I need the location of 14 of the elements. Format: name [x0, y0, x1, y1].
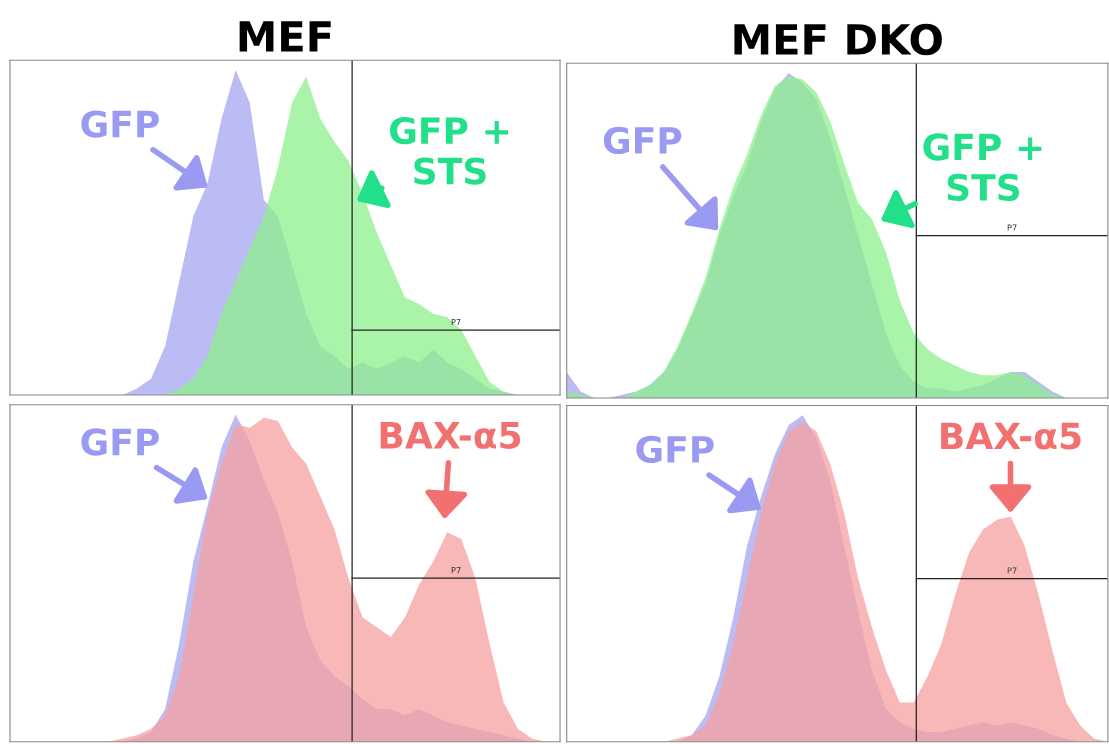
annotation: GFP [636, 435, 714, 464]
ref-line-label: P7 [1007, 567, 1017, 574]
chart-title: MEF [239, 21, 331, 52]
ref-line-label: P7 [451, 567, 461, 574]
annotation: BAX-α5 [380, 422, 521, 449]
annotation: GFP [603, 126, 682, 155]
annotation: GFP + STS [390, 116, 508, 185]
annotation: GFP [81, 428, 159, 456]
annotation: GFP [81, 110, 159, 138]
ref-line-label: P7 [1007, 224, 1017, 231]
annotation: GFP + STS [923, 133, 1042, 202]
annotation: BAX-α5 [941, 422, 1081, 450]
ref-line-label: P7 [451, 319, 461, 326]
chart-title: MEF DKO [734, 23, 942, 56]
